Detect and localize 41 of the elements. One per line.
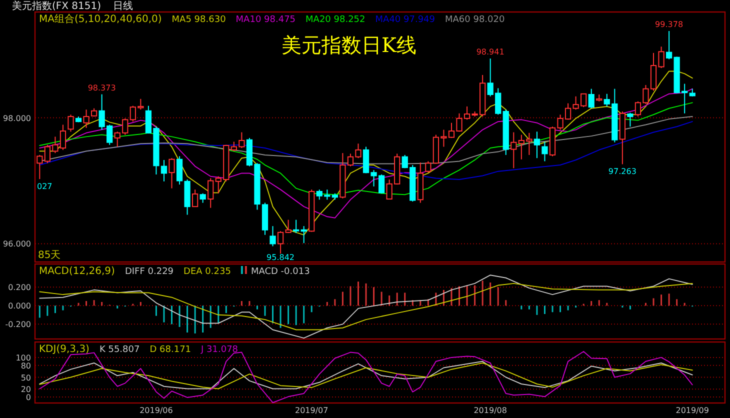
series-label: K 55.807	[99, 345, 140, 355]
annotation: 98.373	[88, 83, 116, 92]
annotation: 97.263	[608, 167, 636, 176]
y-tick-label: 0.200	[8, 283, 31, 292]
y-tick-label: 98.000	[3, 114, 31, 123]
text: MA40 97.949	[375, 15, 436, 25]
header: 美元指数(FX 8151) 日线	[12, 1, 134, 12]
y-tick-label: 0.000	[8, 302, 31, 311]
x-tick-label: 2019/09	[676, 406, 709, 415]
series-label: DIFF 0.229	[124, 267, 174, 277]
line-series	[39, 70, 693, 236]
x-tick-label: 2019/07	[295, 406, 328, 415]
text: DEA 0.235	[184, 267, 231, 277]
annotation: 027	[37, 182, 52, 192]
line-series	[39, 274, 693, 339]
text: MA60 98.020	[445, 15, 505, 25]
text: D 68.171	[150, 345, 192, 355]
y-tick-label: 100	[16, 353, 31, 362]
x-tick-label: 2019/06	[140, 406, 173, 415]
y-tick-label: 0	[26, 393, 31, 402]
y-tick-label: 50	[20, 373, 31, 382]
legend-title: KDJ(9,3,3)	[39, 344, 90, 355]
legend-title: MA组合(5,10,20,40,60,0)	[39, 13, 162, 25]
x-tick-label: 2019/08	[474, 406, 507, 415]
y-tick-label: 20	[20, 385, 31, 394]
annotation: 98.941	[476, 48, 504, 57]
annotation: 85天	[38, 250, 61, 261]
legend-label: MACD -0.013	[250, 267, 310, 277]
line-series	[39, 282, 693, 330]
annotation: 95.842	[266, 253, 295, 262]
line-series	[39, 121, 693, 180]
y-tick-label: -0.200	[5, 320, 31, 330]
annotation: 99.378	[655, 20, 684, 30]
series-label: J 31.078	[200, 345, 238, 355]
y-tick-label: 80	[20, 361, 31, 370]
text: MA5 98.630	[172, 15, 226, 25]
text: MA20 98.252	[306, 15, 366, 25]
y-tick-label: 96.000	[3, 240, 31, 249]
legend-title: MACD(12,26,9)	[39, 266, 116, 277]
text: MA10 98.475	[236, 15, 296, 25]
text: 美元指数日K线	[281, 33, 416, 57]
